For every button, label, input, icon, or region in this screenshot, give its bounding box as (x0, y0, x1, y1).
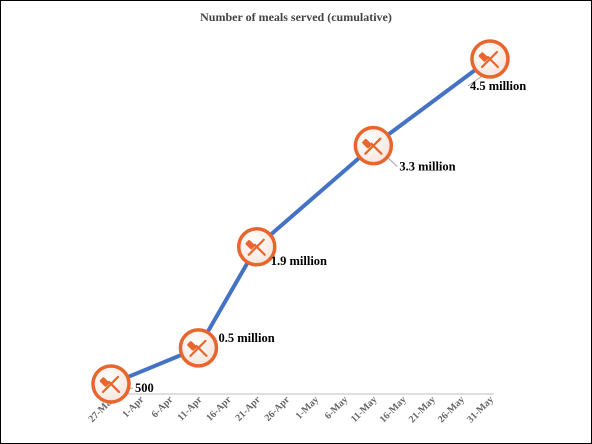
x-tick-label: 31-May (465, 394, 496, 425)
chart-title: Number of meals served (cumulative) (200, 10, 392, 24)
fork-knife-icon (237, 227, 277, 267)
data-label: 500 (135, 381, 154, 395)
x-tick-label: 11-May (349, 394, 380, 425)
x-tick-label: 16-May (378, 394, 409, 425)
fork-knife-icon (353, 125, 394, 166)
data-label: 0.5 million (218, 331, 274, 345)
data-label: 4.5 million (470, 79, 526, 93)
x-tick-label: 26-May (436, 394, 467, 425)
x-tick-label: 26-Apr (263, 394, 293, 424)
x-tick-label: 1-May (294, 394, 321, 421)
x-tick-label: 6-May (323, 394, 350, 421)
data-label: 1.9 million (271, 254, 327, 268)
x-tick-label: 21-May (407, 394, 438, 425)
series-line (109, 57, 492, 386)
x-tick-label: 6-Apr (150, 394, 176, 420)
x-tick-label: 16-Apr (204, 394, 234, 424)
fork-knife-icon (178, 328, 219, 368)
x-tick-label: 11-Apr (176, 394, 205, 423)
fork-knife-icon (91, 364, 131, 404)
x-tick-label: 21-Apr (233, 394, 263, 424)
fork-knife-icon (470, 39, 510, 79)
data-label: 3.3 million (399, 160, 455, 174)
